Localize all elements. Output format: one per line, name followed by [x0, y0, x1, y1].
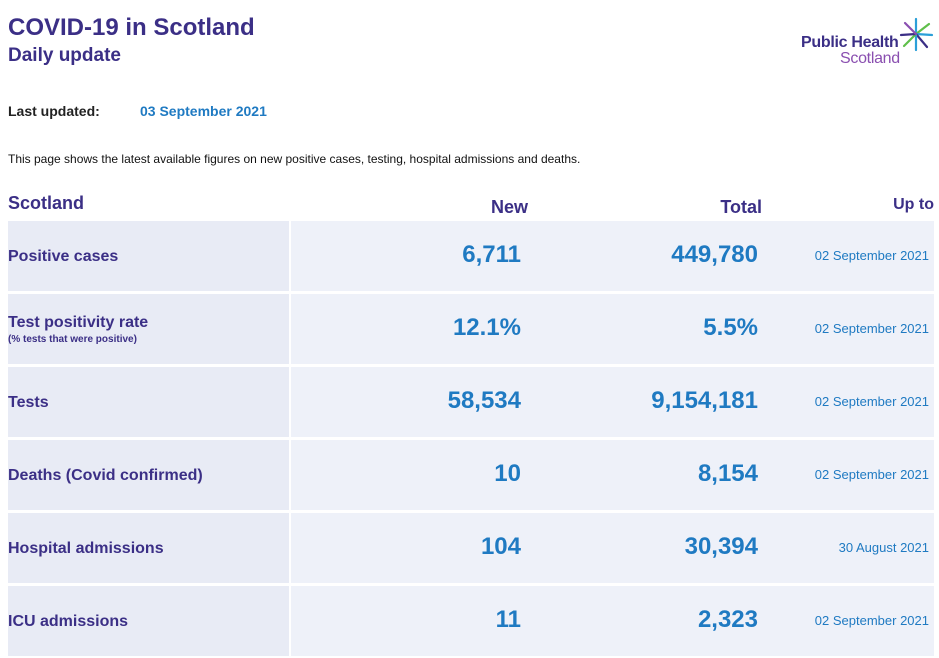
page-subtitle: Daily update: [8, 45, 121, 66]
logo-text-scotland: Scotland: [840, 50, 900, 67]
table-row: Test positivity rate (% tests that were …: [8, 294, 934, 364]
star-burst-icon: [899, 17, 934, 52]
row-data-cell: [291, 294, 934, 364]
row-label-cell: Deaths (Covid confirmed): [8, 440, 289, 510]
row-data-cell: [291, 586, 934, 656]
table-row: ICU admissions 11 2,323 02 September 202…: [8, 586, 934, 656]
row-data-cell: [291, 367, 934, 437]
row-label-cell: Positive cases: [8, 221, 289, 291]
row-total-value: 9,154,181: [651, 387, 758, 414]
row-label: Test positivity rate: [8, 314, 149, 331]
row-label-cell: Hospital admissions: [8, 513, 289, 583]
header-total: Total: [720, 197, 762, 217]
header-up-to: Up to: [893, 196, 934, 213]
row-label: Deaths (Covid confirmed): [8, 467, 203, 484]
row-label: ICU admissions: [8, 613, 129, 630]
row-new-value: 58,534: [447, 387, 521, 414]
last-updated-label: Last updated:: [8, 103, 100, 119]
row-data-cell: [291, 221, 934, 291]
row-label-cell: Tests: [8, 367, 289, 437]
table-row: Tests 58,534 9,154,181 02 September 2021: [8, 367, 934, 437]
row-label: Tests: [8, 394, 49, 411]
last-updated-value: 03 September 2021: [140, 103, 267, 119]
row-new-value: 6,711: [462, 241, 521, 268]
row-label: Hospital admissions: [8, 540, 164, 557]
row-new-value: 11: [495, 606, 521, 633]
table-row: Positive cases 6,711 449,780 02 Septembe…: [8, 221, 934, 291]
row-sublabel: (% tests that were positive): [8, 334, 137, 345]
row-label-cell: ICU admissions: [8, 586, 289, 656]
page-title: COVID-19 in Scotland: [8, 14, 255, 41]
row-new-value: 12.1%: [452, 314, 521, 341]
row-label: Positive cases: [8, 248, 119, 265]
logo-text-public-health: Public Health: [801, 34, 899, 51]
row-new-value: 104: [480, 533, 521, 560]
row-up-to-date: 02 September 2021: [814, 613, 929, 628]
public-health-scotland-logo: Public Health Scotland: [800, 16, 938, 72]
row-up-to-date: 02 September 2021: [814, 394, 929, 409]
row-up-to-date: 02 September 2021: [814, 467, 929, 482]
row-data-cell: [291, 440, 934, 510]
row-total-value: 449,780: [671, 241, 758, 268]
row-total-value: 5.5%: [703, 314, 758, 341]
row-label-cell: Test positivity rate (% tests that were …: [8, 294, 289, 364]
row-data-cell: [291, 513, 934, 583]
table-row: Deaths (Covid confirmed) 10 8,154 02 Sep…: [8, 440, 934, 510]
row-up-to-date: 02 September 2021: [814, 321, 929, 336]
row-total-value: 30,394: [684, 533, 758, 560]
header-region: Scotland: [8, 193, 85, 213]
header-new: New: [490, 197, 528, 217]
row-new-value: 10: [494, 460, 521, 487]
intro-text: This page shows the latest available fig…: [8, 152, 581, 166]
row-up-to-date: 02 September 2021: [814, 248, 929, 263]
row-total-value: 2,323: [697, 606, 758, 633]
table-row: Hospital admissions 104 30,394 30 August…: [8, 513, 934, 583]
row-up-to-date: 30 August 2021: [838, 540, 929, 555]
row-total-value: 8,154: [697, 460, 758, 487]
